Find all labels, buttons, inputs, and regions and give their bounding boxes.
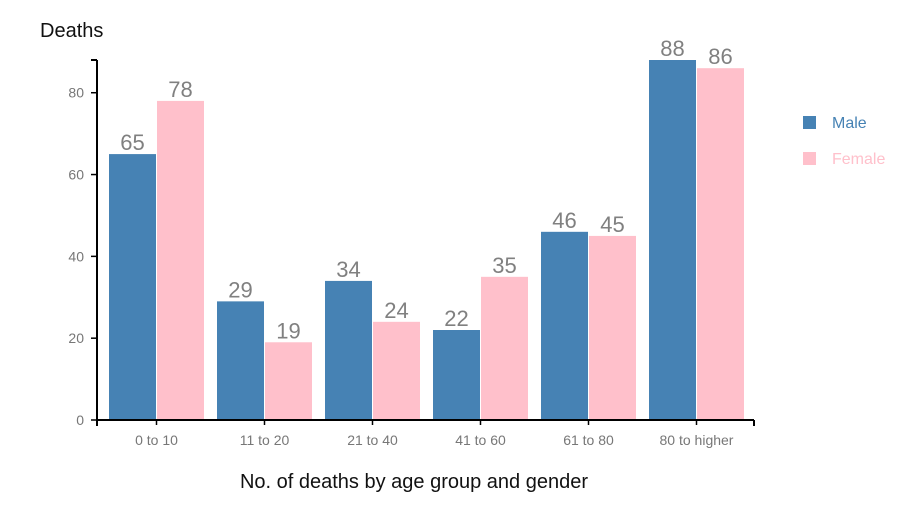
x-tick-label-4: 61 to 80 — [563, 432, 614, 448]
bar-male-4 — [541, 231, 588, 420]
x-tick-label-1: 11 to 20 — [240, 432, 290, 448]
value-label-male-2: 34 — [336, 257, 360, 282]
bar-female-1 — [265, 342, 312, 420]
x-tick-label-2: 21 to 40 — [347, 432, 398, 448]
bar-male-1 — [217, 301, 264, 420]
bar-female-3 — [481, 276, 528, 420]
x-tick-label-3: 41 to 60 — [455, 432, 506, 448]
bar-male-3 — [433, 330, 480, 420]
value-label-female-4: 45 — [600, 212, 624, 237]
bar-female-5 — [697, 68, 744, 420]
bar-male-0 — [109, 154, 156, 420]
value-label-female-5: 86 — [708, 44, 732, 69]
value-label-male-1: 29 — [228, 277, 252, 302]
y-tick-label-20: 20 — [68, 330, 84, 346]
legend: Male Female — [803, 115, 885, 168]
y-tick-label-0: 0 — [76, 412, 84, 428]
bars-layer — [109, 60, 744, 420]
value-label-male-4: 46 — [552, 208, 576, 233]
value-labels-layer: 65 78 29 19 34 24 22 35 46 45 88 86 — [120, 36, 732, 343]
value-label-male-0: 65 — [120, 130, 144, 155]
x-axis-title: No. of deaths by age group and gender — [240, 471, 588, 493]
value-label-female-3: 35 — [492, 253, 516, 278]
legend-label-male: Male — [832, 115, 867, 132]
bar-female-4 — [589, 235, 636, 420]
bar-male-5 — [649, 60, 696, 420]
legend-swatch-female — [803, 152, 816, 165]
y-tick-label-80: 80 — [68, 85, 84, 101]
bar-male-2 — [325, 280, 372, 420]
value-label-male-5: 88 — [660, 36, 684, 61]
bar-female-0 — [157, 100, 204, 420]
legend-swatch-male — [803, 116, 816, 129]
value-label-female-0: 78 — [168, 77, 192, 102]
y-tick-label-40: 40 — [68, 248, 84, 264]
legend-label-female: Female — [832, 151, 885, 168]
value-label-female-2: 24 — [384, 298, 408, 323]
x-tick-label-5: 80 to higher — [660, 432, 734, 448]
value-label-female-1: 19 — [276, 318, 300, 343]
bar-female-2 — [373, 321, 420, 420]
y-tick-label-60: 60 — [68, 167, 84, 183]
x-tick-label-0: 0 to 10 — [135, 432, 178, 448]
value-label-male-3: 22 — [444, 306, 468, 331]
x-axis: 0 to 10 11 to 20 21 to 40 41 to 60 61 to 80 8… — [96, 419, 755, 448]
y-axis: 0 20 40 60 80 — [68, 59, 98, 428]
y-axis-title: Deaths — [40, 20, 103, 42]
